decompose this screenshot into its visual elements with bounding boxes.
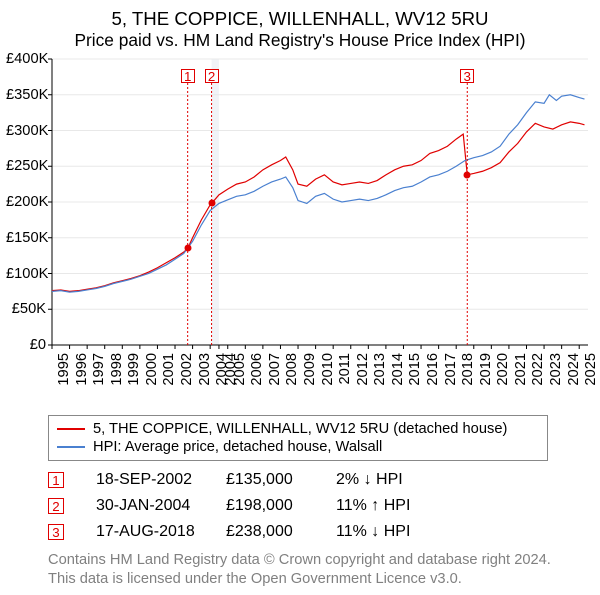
y-tick-label: £250K xyxy=(6,158,46,174)
y-tick-label: £300K xyxy=(6,123,46,139)
x-tick-label: 2023 xyxy=(548,353,564,386)
sales-price: £198,000 xyxy=(226,497,336,515)
y-tick-label: £200K xyxy=(6,194,46,210)
chart-title: 5, THE COPPICE, WILLENHALL, WV12 5RU xyxy=(6,8,594,30)
legend-label: HPI: Average price, detached house, Wals… xyxy=(93,439,382,455)
line-chart: £0 £50K £100K £150K £200K £250K £300K £350K £400… xyxy=(6,51,594,411)
legend-swatch xyxy=(57,446,85,448)
chart-container: 5, THE COPPICE, WILLENHALL, WV12 5RU Pri… xyxy=(0,0,600,595)
x-tick-label: 2018 xyxy=(460,353,476,386)
sale-marker-dot xyxy=(208,200,215,207)
x-tick-label: 2001 xyxy=(161,353,177,386)
sale-marker-dot xyxy=(184,245,191,252)
legend-row: 5, THE COPPICE, WILLENHALL, WV12 5RU (de… xyxy=(57,420,539,438)
y-tick-label: £50K xyxy=(6,301,46,317)
sale-marker-box: 1 xyxy=(181,69,195,83)
x-tick-label: 2006 xyxy=(249,353,265,386)
x-tick-label: 1997 xyxy=(91,353,107,386)
x-tick-label: 2017 xyxy=(443,353,459,386)
sales-row: 1 18-SEP-2002£135,0002% ↓ HPI xyxy=(48,467,594,493)
y-tick-label: £0 xyxy=(6,337,46,353)
x-tick-label: 2019 xyxy=(478,353,494,386)
legend-row: HPI: Average price, detached house, Wals… xyxy=(57,438,539,456)
x-tick-label: 2009 xyxy=(302,353,318,386)
sales-date: 30-JAN-2004 xyxy=(96,497,226,515)
sales-price: £238,000 xyxy=(226,523,336,541)
legend-label: 5, THE COPPICE, WILLENHALL, WV12 5RU (de… xyxy=(93,421,507,437)
x-tick-label: 1996 xyxy=(74,353,90,386)
footer-line-2: This data is licensed under the Open Gov… xyxy=(48,570,594,589)
legend-swatch xyxy=(57,428,85,430)
x-tick-label: 2002 xyxy=(179,353,195,386)
x-tick-label: 2012 xyxy=(355,353,371,386)
y-tick-label: £350K xyxy=(6,87,46,103)
chart-subtitle: Price paid vs. HM Land Registry's House … xyxy=(6,30,594,51)
x-tick-label: 2025 xyxy=(583,353,599,386)
sales-index-box: 2 xyxy=(48,498,64,514)
sales-table: 1 18-SEP-2002£135,0002% ↓ HPI 2 30-JAN-2004… xyxy=(48,467,594,545)
x-tick-label: 2000 xyxy=(144,353,160,386)
x-tick-label: 2003 xyxy=(197,353,213,386)
sale-marker-box: 2 xyxy=(205,69,219,83)
x-tick-label: 2011 xyxy=(337,353,353,385)
footer-line-1: Contains HM Land Registry data © Crown c… xyxy=(48,551,594,570)
sales-delta: 11% ↓ HPI xyxy=(336,523,436,541)
x-tick-label: 2014 xyxy=(390,353,406,386)
x-tick-label: 2024 xyxy=(566,353,582,386)
x-tick-label: 1999 xyxy=(126,353,142,386)
sales-delta: 11% ↑ HPI xyxy=(336,497,436,515)
x-tick-label: 2010 xyxy=(320,353,336,386)
x-tick-label: 2020 xyxy=(495,353,511,386)
sales-row: 3 17-AUG-2018£238,00011% ↓ HPI xyxy=(48,519,594,545)
sales-price: £135,000 xyxy=(226,471,336,489)
sales-date: 17-AUG-2018 xyxy=(96,523,226,541)
y-tick-label: £150K xyxy=(6,230,46,246)
sales-index-box: 3 xyxy=(48,524,64,540)
sales-delta: 2% ↓ HPI xyxy=(336,471,436,489)
legend: 5, THE COPPICE, WILLENHALL, WV12 5RU (de… xyxy=(48,415,548,461)
y-tick-label: £100K xyxy=(6,266,46,282)
sales-row: 2 30-JAN-2004£198,00011% ↑ HPI xyxy=(48,493,594,519)
y-tick-label: £400K xyxy=(6,51,46,67)
x-tick-label: 2007 xyxy=(267,353,283,386)
sales-date: 18-SEP-2002 xyxy=(96,471,226,489)
x-tick-label: 2021 xyxy=(513,353,529,386)
x-tick-label: 1998 xyxy=(109,353,125,386)
x-tick-label: 2022 xyxy=(530,353,546,386)
x-tick-label: 2013 xyxy=(372,353,388,386)
sale-marker-box: 3 xyxy=(460,69,474,83)
x-tick-label: 2005 xyxy=(232,353,248,386)
footer-attribution: Contains HM Land Registry data © Crown c… xyxy=(48,551,594,589)
x-tick-label: 2008 xyxy=(284,353,300,386)
x-tick-label: 2015 xyxy=(407,353,423,386)
sale-marker-dot xyxy=(464,171,471,178)
x-tick-label: 1995 xyxy=(56,353,72,386)
x-tick-label: 2016 xyxy=(425,353,441,386)
sales-index-box: 1 xyxy=(48,472,64,488)
